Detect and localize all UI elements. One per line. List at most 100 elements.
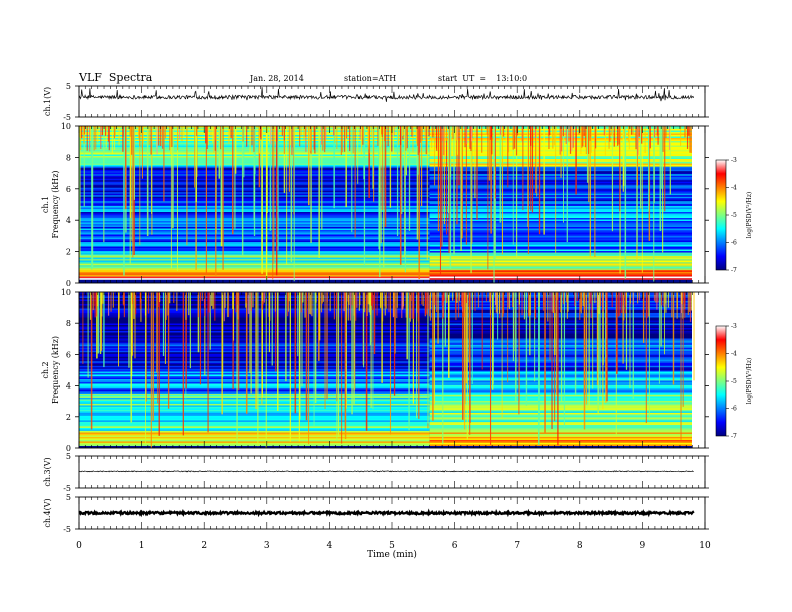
psd-band-line bbox=[79, 259, 430, 261]
psd-band-line bbox=[429, 248, 692, 250]
high-freq-emission bbox=[613, 126, 615, 147]
psd-band-line bbox=[429, 421, 692, 424]
psd-band-line bbox=[79, 436, 430, 439]
high-freq-emission bbox=[466, 126, 468, 145]
high-freq-emission bbox=[229, 126, 231, 138]
high-freq-emission bbox=[428, 126, 430, 137]
psd-band-line bbox=[79, 254, 430, 257]
psd-band-line bbox=[79, 365, 430, 368]
high-freq-emission bbox=[139, 292, 142, 303]
high-freq-emission bbox=[415, 126, 418, 144]
high-freq-emission bbox=[89, 292, 92, 320]
y-tick-label: 0 bbox=[66, 444, 71, 453]
high-freq-emission bbox=[305, 126, 307, 152]
psd-band-line bbox=[79, 240, 430, 243]
high-freq-emission bbox=[628, 126, 630, 150]
high-freq-emission bbox=[270, 126, 272, 145]
y-tick-label: 8 bbox=[66, 319, 71, 328]
psd-band-line bbox=[429, 213, 692, 216]
sferic-streak bbox=[574, 292, 577, 395]
sferic-streak bbox=[368, 126, 370, 198]
high-freq-emission bbox=[118, 126, 120, 146]
psd-band-line bbox=[429, 358, 692, 360]
y-axis-label: Frequency (kHz) bbox=[51, 336, 60, 404]
psd-band-line bbox=[429, 230, 692, 232]
high-freq-emission bbox=[618, 126, 620, 145]
sferic-streak bbox=[639, 126, 642, 209]
high-freq-emission bbox=[288, 292, 290, 302]
psd-band-line bbox=[429, 368, 692, 371]
sferic-streak bbox=[133, 126, 135, 200]
psd-band-line bbox=[429, 209, 692, 211]
psd-band-line bbox=[429, 331, 692, 333]
high-freq-emission bbox=[646, 292, 648, 318]
sferic-streak bbox=[660, 292, 662, 347]
sferic-streak bbox=[141, 126, 143, 179]
sferic-streak bbox=[515, 292, 517, 402]
sferic-streak bbox=[470, 126, 472, 274]
high-freq-emission bbox=[156, 126, 158, 155]
high-freq-emission bbox=[242, 126, 244, 142]
high-freq-emission bbox=[689, 292, 692, 322]
high-freq-emission bbox=[411, 292, 413, 319]
psd-band-line bbox=[79, 352, 430, 354]
psd-band-line bbox=[429, 278, 692, 280]
sferic-streak bbox=[297, 292, 299, 357]
high-freq-emission bbox=[608, 126, 610, 149]
sferic-streak bbox=[269, 126, 272, 231]
sferic-streak bbox=[118, 292, 120, 367]
psd-band-line bbox=[79, 268, 430, 270]
high-freq-emission bbox=[227, 292, 230, 317]
high-freq-emission bbox=[336, 126, 338, 150]
sferic-streak bbox=[204, 292, 206, 376]
high-freq-emission bbox=[446, 292, 448, 304]
psd-band-line bbox=[429, 389, 692, 392]
sferic-streak bbox=[145, 292, 146, 445]
high-freq-emission bbox=[434, 292, 436, 306]
high-freq-emission bbox=[141, 126, 143, 148]
high-freq-emission bbox=[590, 292, 592, 319]
psd-band-line bbox=[429, 216, 692, 219]
high-freq-emission bbox=[688, 292, 691, 312]
sferic-streak bbox=[662, 126, 664, 253]
high-freq-emission bbox=[80, 126, 82, 151]
y-tick-label: 2 bbox=[66, 413, 71, 422]
psd-band-line bbox=[429, 242, 692, 244]
high-freq-emission bbox=[690, 126, 692, 153]
sferic-streak bbox=[99, 292, 102, 355]
sferic-streak bbox=[534, 292, 536, 382]
psd-band-line bbox=[429, 406, 692, 409]
high-freq-emission bbox=[392, 126, 394, 155]
sferic-streak bbox=[664, 126, 666, 212]
high-freq-emission bbox=[576, 292, 578, 302]
high-freq-emission bbox=[456, 126, 459, 155]
high-freq-emission bbox=[246, 126, 248, 147]
sferic-streak bbox=[599, 292, 601, 395]
high-freq-emission bbox=[461, 292, 463, 307]
psd-band-line bbox=[79, 251, 430, 253]
colorbar-tick-label: -6 bbox=[731, 240, 737, 247]
channel-label: ch.4(V) bbox=[43, 498, 52, 527]
sferic-streak bbox=[318, 292, 320, 361]
sferic-streak bbox=[560, 292, 563, 403]
high-freq-emission bbox=[562, 126, 565, 137]
high-freq-emission bbox=[628, 126, 630, 143]
high-freq-emission bbox=[457, 292, 460, 318]
sferic-streak bbox=[499, 126, 502, 223]
high-freq-emission bbox=[300, 126, 302, 136]
high-freq-emission bbox=[135, 292, 137, 315]
psd-band-line bbox=[79, 432, 430, 434]
high-freq-emission bbox=[609, 126, 611, 142]
psd-band-line bbox=[429, 227, 692, 229]
psd-band-line bbox=[429, 268, 692, 270]
high-freq-emission bbox=[421, 126, 423, 141]
sferic-streak bbox=[196, 126, 198, 177]
y-tick-label: 10 bbox=[61, 288, 71, 297]
high-freq-emission bbox=[507, 126, 510, 153]
high-freq-emission bbox=[411, 126, 413, 137]
sferic-streak bbox=[275, 126, 278, 276]
high-freq-emission bbox=[111, 126, 113, 155]
high-freq-emission bbox=[391, 126, 393, 152]
high-freq-emission bbox=[679, 126, 682, 147]
sferic-streak bbox=[408, 126, 411, 231]
